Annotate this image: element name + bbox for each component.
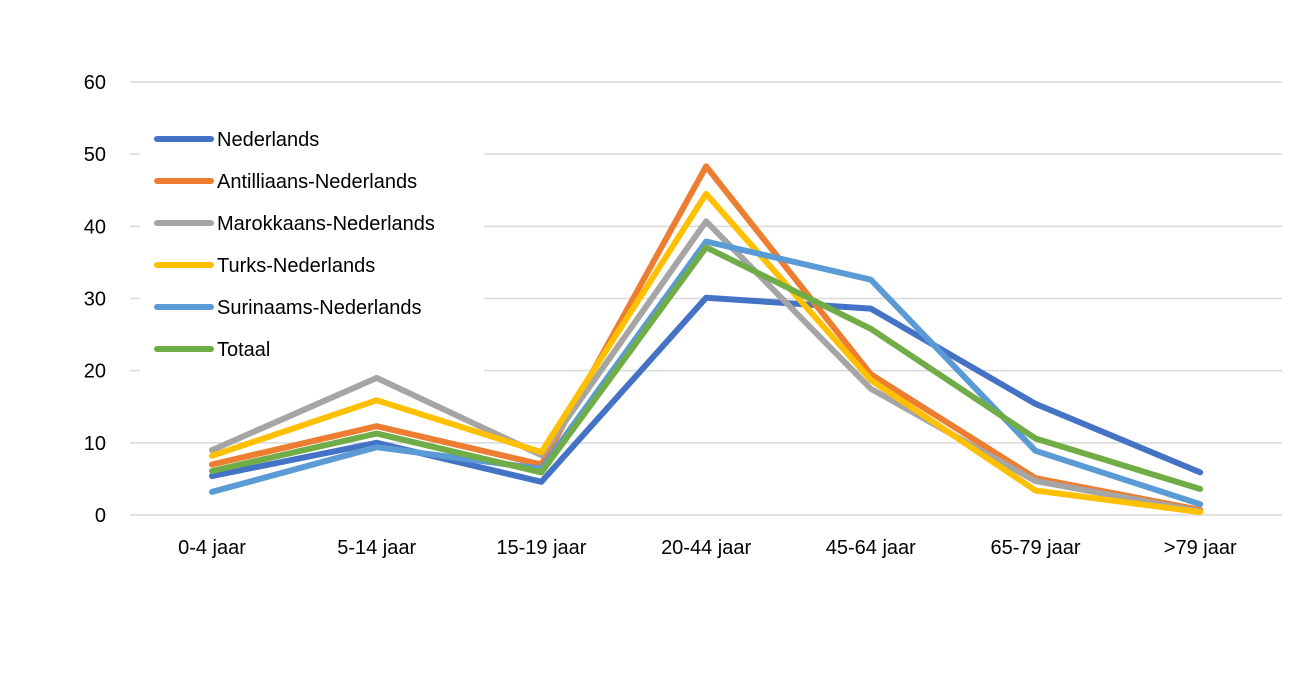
legend-item-nederlands: Nederlands bbox=[154, 129, 319, 151]
series-lines bbox=[209, 163, 1204, 516]
legend-label: Totaal bbox=[217, 339, 270, 361]
x-tick-label: 0-4 jaar bbox=[178, 537, 246, 559]
legend-label: Antilliaans-Nederlands bbox=[217, 171, 417, 193]
x-tick-label: 15-19 jaar bbox=[496, 537, 586, 559]
series-turks-nederlands bbox=[209, 190, 1204, 516]
legend-item-turks-nederlands: Turks-Nederlands bbox=[154, 255, 375, 277]
y-tick-label-60: 60 bbox=[84, 72, 106, 94]
y-tick-label-30: 30 bbox=[84, 289, 106, 311]
y-tick-label-20: 20 bbox=[84, 361, 106, 383]
series-nederlands bbox=[209, 294, 1204, 485]
legend-label: Surinaams-Nederlands bbox=[217, 297, 422, 319]
y-tick-label-0: 0 bbox=[95, 505, 106, 527]
y-tick-label-40: 40 bbox=[84, 216, 106, 238]
legend-label: Nederlands bbox=[217, 129, 319, 151]
series-totaal bbox=[209, 244, 1204, 492]
x-axis-tick-labels: 0-4 jaar 5-14 jaar 15-19 jaar 20-44 jaar 45-… bbox=[178, 537, 1237, 559]
y-tick-label-10: 10 bbox=[84, 433, 106, 455]
legend: Nederlands Antilliaans-Nederlands Marokkaa… bbox=[140, 100, 484, 372]
x-tick-label: 65-79 jaar bbox=[990, 537, 1080, 559]
legend-item-surinaams-nederlands: Surinaams-Nederlands bbox=[154, 297, 422, 319]
legend-item-totaal: Totaal bbox=[154, 339, 270, 361]
x-tick-label: 45-64 jaar bbox=[826, 537, 916, 559]
legend-label: Marokkaans-Nederlands bbox=[217, 213, 435, 235]
x-tick-label: >79 jaar bbox=[1164, 537, 1237, 559]
x-tick-label: 5-14 jaar bbox=[337, 537, 416, 559]
legend-background bbox=[140, 100, 484, 372]
legend-item-antilliaans-nederlands: Antilliaans-Nederlands bbox=[154, 171, 417, 193]
series-surinaams-nederlands bbox=[209, 238, 1204, 508]
y-axis-tick-labels: 0 10 20 30 40 50 60 bbox=[84, 72, 106, 527]
legend-label: Turks-Nederlands bbox=[217, 255, 375, 277]
x-tick-label: 20-44 jaar bbox=[661, 537, 751, 559]
y-tick-label-50: 50 bbox=[84, 144, 106, 166]
legend-item-marokkaans-nederlands: Marokkaans-Nederlands bbox=[154, 213, 435, 235]
